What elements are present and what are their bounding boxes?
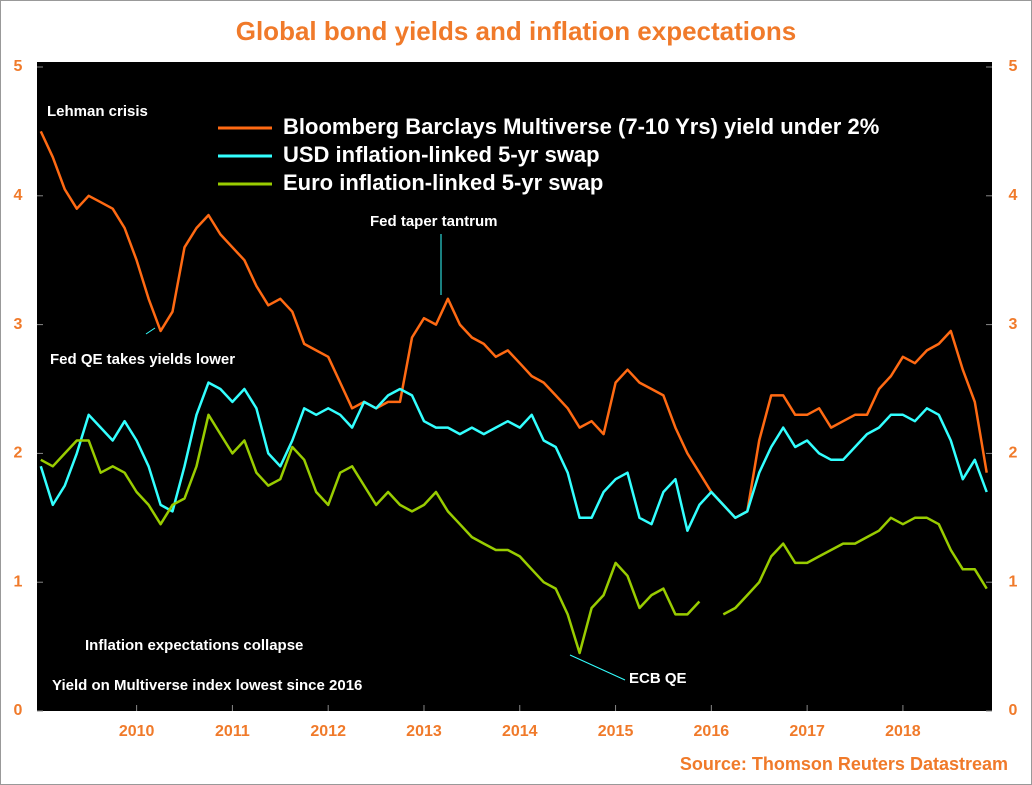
annotation: Lehman crisis xyxy=(47,103,148,120)
legend-label: Euro inflation-linked 5-yr swap xyxy=(283,170,603,195)
x-tick-label: 2012 xyxy=(310,723,346,740)
plot-area xyxy=(37,62,992,711)
annotation: Inflation expectations collapse xyxy=(85,637,303,654)
annotation: Fed QE takes yields lower xyxy=(50,351,235,368)
y2-tick-label: 3 xyxy=(1009,316,1018,333)
y-tick-label: 3 xyxy=(14,316,23,333)
y2-tick-label: 4 xyxy=(1009,187,1018,204)
x-tick-label: 2016 xyxy=(694,723,730,740)
legend-label: USD inflation-linked 5-yr swap xyxy=(283,142,600,167)
x-tick-label: 2014 xyxy=(502,723,538,740)
y-tick-label: 0 xyxy=(14,702,23,719)
y-tick-label: 4 xyxy=(14,187,23,204)
y2-tick-label: 2 xyxy=(1009,445,1018,462)
y2-tick-label: 5 xyxy=(1009,58,1018,75)
x-tick-label: 2013 xyxy=(406,723,442,740)
y2-tick-label: 0 xyxy=(1009,702,1018,719)
y-tick-label: 5 xyxy=(14,58,23,75)
series-line xyxy=(40,413,988,655)
y-tick-label: 1 xyxy=(14,573,23,590)
x-tick-label: 2015 xyxy=(598,723,634,740)
x-tick-label: 2017 xyxy=(789,723,825,740)
annotation: Fed taper tantrum xyxy=(370,213,498,230)
chart-title: Global bond yields and inflation expecta… xyxy=(236,16,797,46)
x-tick-label: 2010 xyxy=(119,723,155,740)
y2-tick-label: 1 xyxy=(1009,573,1018,590)
y-tick-label: 2 xyxy=(14,445,23,462)
legend-label: Bloomberg Barclays Multiverse (7-10 Yrs)… xyxy=(283,114,879,139)
x-tick-label: 2018 xyxy=(885,723,921,740)
series-line xyxy=(39,130,988,520)
annotation: Yield on Multiverse index lowest since 2… xyxy=(52,677,362,694)
annotation: ECB QE xyxy=(629,670,687,687)
source: Source: Thomson Reuters Datastream xyxy=(680,754,1008,774)
leader-lines xyxy=(145,234,626,681)
series-line xyxy=(39,381,988,532)
x-tick-label: 2011 xyxy=(215,723,250,740)
